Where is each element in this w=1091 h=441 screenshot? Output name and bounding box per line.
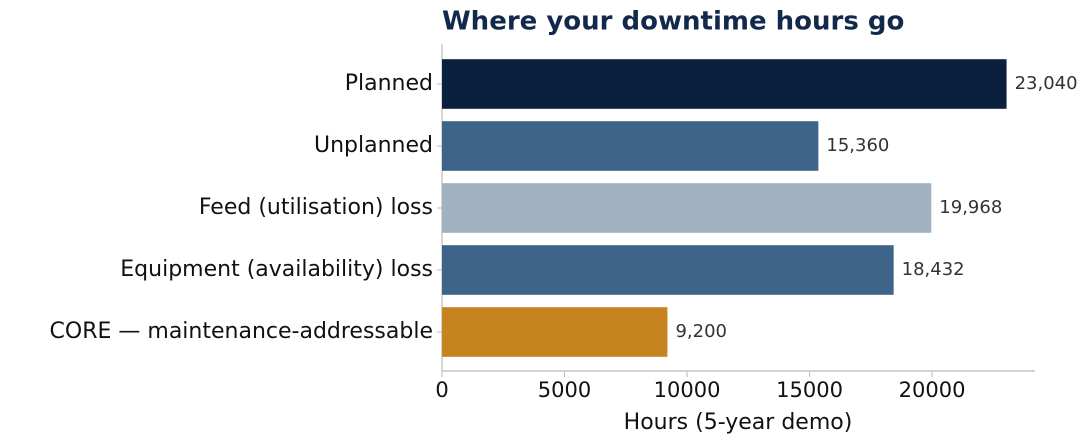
value-label: 19,968 bbox=[939, 197, 1002, 218]
bar bbox=[442, 307, 668, 357]
bar bbox=[442, 59, 1007, 109]
x-tick-label: 5000 bbox=[538, 378, 591, 402]
x-tick-label: 20000 bbox=[899, 378, 966, 402]
value-label: 15,360 bbox=[826, 135, 889, 156]
x-axis-label: Hours (5-year demo) bbox=[624, 410, 853, 435]
value-label: 18,432 bbox=[902, 259, 965, 280]
bar bbox=[442, 183, 932, 233]
bar bbox=[442, 121, 819, 171]
y-tick-label: Equipment (availability) loss bbox=[120, 257, 433, 282]
bar bbox=[442, 245, 894, 295]
x-tick-label: 15000 bbox=[776, 378, 843, 402]
value-label: 9,200 bbox=[675, 321, 727, 342]
value-label: 23,040 bbox=[1015, 73, 1078, 94]
chart-title: Where your downtime hours go bbox=[442, 7, 904, 37]
y-tick-label: Feed (utilisation) loss bbox=[199, 195, 433, 220]
x-tick-label: 10000 bbox=[654, 378, 721, 402]
y-tick-label: Planned bbox=[345, 71, 433, 96]
x-tick-label: 0 bbox=[435, 378, 448, 402]
y-tick-label: CORE — maintenance-addressable bbox=[50, 319, 433, 344]
y-tick-label: Unplanned bbox=[314, 133, 433, 158]
